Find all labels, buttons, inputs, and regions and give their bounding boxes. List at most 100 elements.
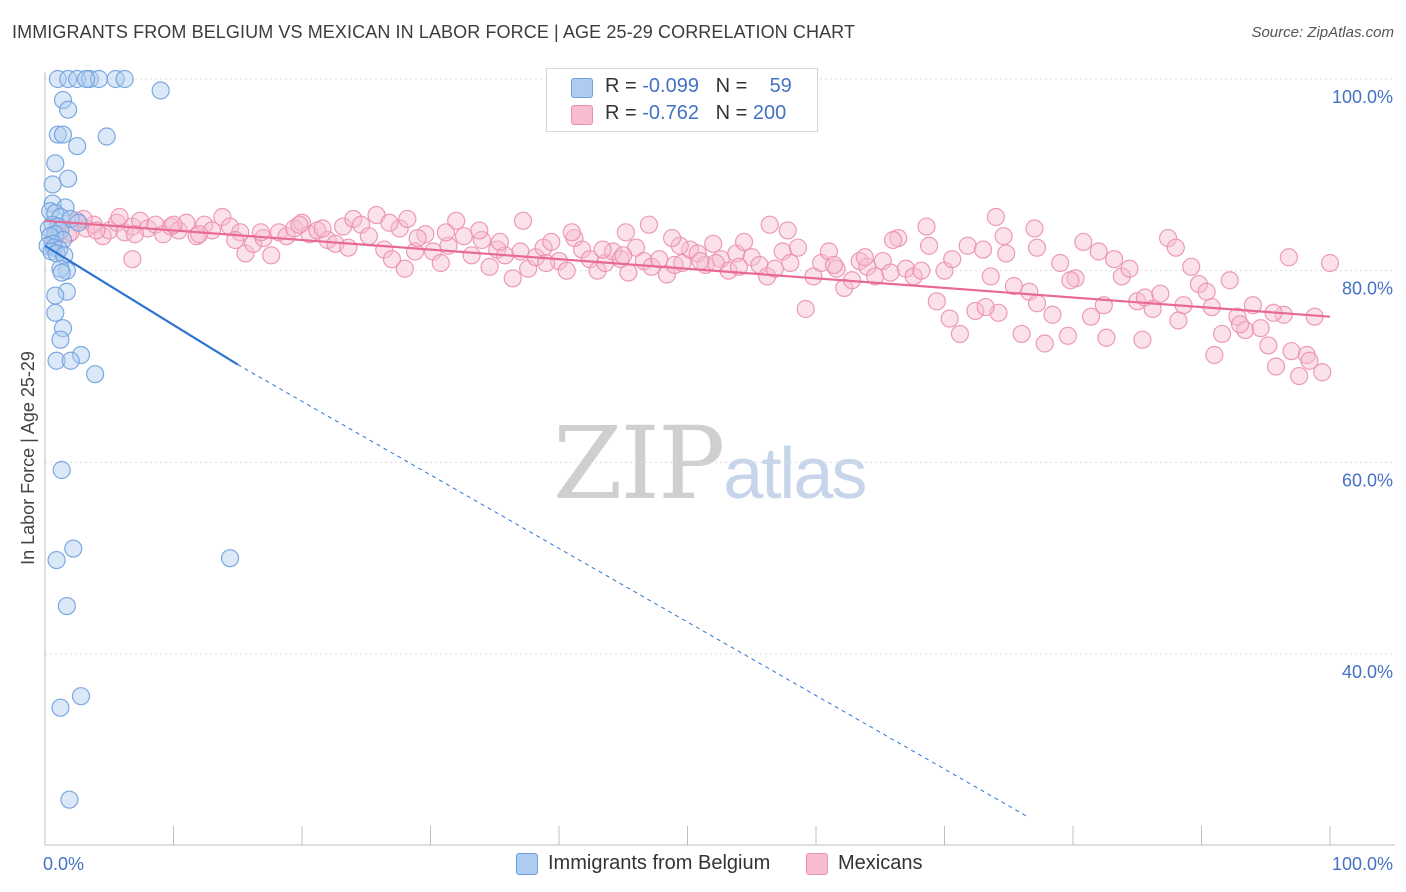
mexican-point [470,221,489,240]
mexican-point [1282,342,1301,361]
mexican-point [190,225,209,244]
mexican-r-label: R = [605,102,643,124]
belgium-swatch [571,78,593,98]
mexican-point [734,232,754,252]
y-tick-label: 40.0% [1342,662,1393,682]
legend-item-mexican[interactable]: Mexicans [806,852,946,876]
legend-item-belgium[interactable]: Immigrants from Belgium [516,852,796,876]
stats-legend: R = -0.099 N = 59 R = -0.762 N = 200 [546,68,818,132]
belgium-point [77,69,96,89]
mexican-point [662,228,682,248]
mexican-point [334,217,353,236]
mexican-point [1027,238,1047,257]
mexican-point [896,259,916,278]
mexican-point [616,223,635,242]
watermark-atlas: atlas [723,434,867,514]
mexican-point [796,299,815,319]
mexican-point [1197,282,1216,301]
trend-lines [44,219,1331,818]
mexican-point [1169,311,1188,330]
mexican-point [1133,330,1152,349]
belgium-point [48,125,67,144]
mexican-point [1081,307,1101,326]
belgium-legend-label: Immigrants from Belgium [548,852,771,874]
mexican-point [1105,250,1124,269]
legend-mexican-text: R = -0.762 N = 200 [605,102,786,125]
watermark: ZIPatlas [553,405,867,522]
mexican-point [513,211,533,230]
mexican-point [912,261,931,280]
mexican-point [1035,334,1054,353]
belgium-legend-swatch [516,853,538,875]
mexican-point [778,221,797,240]
mexican-point [1025,219,1044,238]
mexican-point [986,207,1006,227]
belgium-point [57,282,76,301]
mexican-point [994,227,1013,246]
mexican-point [130,211,150,230]
mexican-point [824,255,844,275]
watermark-zip: ZIP [553,405,725,522]
mexican-point [490,232,509,252]
belgium-point [46,303,65,322]
mexican-point [1266,357,1286,376]
mexican-point [1300,351,1319,370]
mexican-point [503,269,522,288]
mexican-point [480,257,499,276]
mexican-point [729,257,749,276]
mexican-point [981,267,1000,286]
mexican-point [359,227,378,246]
mexican-point [781,253,800,273]
mexican-point [706,253,725,273]
belgium-point [51,330,70,349]
mexican-point [1236,320,1255,340]
mexican-point [339,238,358,257]
mexican-point [1220,271,1239,290]
mexican-point [1230,315,1250,334]
mexican-point [1120,259,1139,278]
mexican-point [1243,296,1263,315]
mexican-point [462,246,481,265]
mexican-r-value: -0.762 [642,102,699,124]
mexican-legend-swatch [806,853,828,875]
belgium-point [57,596,76,616]
belgium-point [53,125,73,144]
mexican-point [213,207,232,227]
mexican-point [1279,248,1298,267]
belgium-point [47,550,66,570]
belgium-point [43,175,62,194]
mexican-point [1313,363,1332,382]
mexican-trend-line [44,219,1331,318]
mexican-point [950,324,970,344]
mexican-point [573,240,592,259]
mexican-point [1012,324,1031,344]
mexican-point [742,248,761,267]
mexican-point [657,265,677,284]
mexican-point [395,259,414,278]
mexican-point [639,215,659,234]
mexican-point [819,242,838,261]
mexican-point [997,244,1016,263]
belgium-r-value: -0.099 [642,75,699,97]
mexican-point [619,263,638,282]
mexican-point [436,223,456,242]
axes [44,72,1395,846]
belgium-point [64,539,83,558]
y-tick-label: 100.0% [1332,87,1393,107]
mexican-point [917,217,936,236]
belgium-point [51,698,70,717]
mexican-point [866,267,885,286]
mexican-point [542,232,561,252]
belgium-point [115,69,134,89]
mexican-point [313,219,332,238]
belgium-n-value: 59 [769,75,792,97]
belgium-point [53,90,73,110]
mexican-point [408,228,427,248]
belgium-point [53,319,73,338]
mexican-point [1189,274,1209,294]
mexican-point [593,240,612,259]
y-tick-label: 60.0% [1342,470,1393,490]
mexican-point [855,248,874,267]
mexican-point [927,292,946,311]
mexican-point [1251,319,1270,338]
